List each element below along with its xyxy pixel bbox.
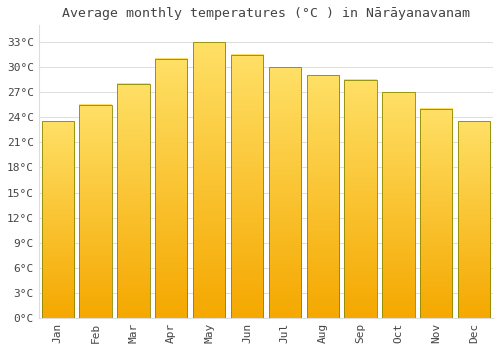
Bar <box>118 84 150 318</box>
Bar <box>269 67 301 318</box>
Bar <box>80 105 112 318</box>
Bar <box>42 121 74 318</box>
Bar <box>420 109 452 318</box>
Bar <box>155 59 188 318</box>
Bar <box>193 42 225 318</box>
Bar <box>458 121 490 318</box>
Bar <box>344 80 376 318</box>
Title: Average monthly temperatures (°C ) in Nārāyanavanam: Average monthly temperatures (°C ) in Nā… <box>62 7 470 20</box>
Bar <box>306 76 339 318</box>
Bar <box>382 92 414 318</box>
Bar <box>231 55 263 318</box>
